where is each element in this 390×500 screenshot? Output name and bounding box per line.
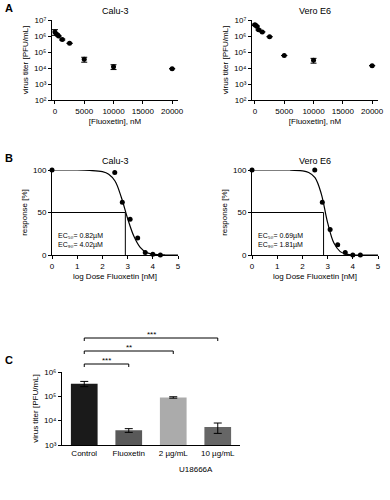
svg-text:0: 0 — [42, 251, 47, 260]
svg-text:Calu-3: Calu-3 — [102, 156, 129, 166]
svg-text:4: 4 — [151, 262, 156, 271]
svg-text:1: 1 — [75, 262, 80, 271]
svg-text:2: 2 — [300, 262, 305, 271]
svg-text:virus titer [PFU/mL]: virus titer [PFU/mL] — [31, 374, 40, 442]
svg-text:**: ** — [126, 343, 132, 352]
svg-text:50: 50 — [237, 208, 246, 217]
svg-text:100: 100 — [33, 166, 47, 175]
svg-text:10⁵: 10⁵ — [44, 392, 56, 401]
svg-text:A: A — [5, 2, 13, 14]
svg-text:20000: 20000 — [361, 107, 384, 116]
svg-text:virus titer [PFU/mL]: virus titer [PFU/mL] — [221, 26, 230, 94]
svg-text:Vero E6: Vero E6 — [299, 6, 331, 16]
svg-text:4: 4 — [351, 262, 356, 271]
svg-text:log Dose Fluoxetin [nM]: log Dose Fluoxetin [nM] — [73, 272, 157, 281]
svg-text:10⁵: 10⁵ — [234, 48, 246, 57]
svg-text:log Dose Fluoxetin [nM]: log Dose Fluoxetin [nM] — [273, 272, 357, 281]
svg-text:[Fluoxetin], nM: [Fluoxetin], nM — [89, 117, 142, 126]
svg-text:10⁶: 10⁶ — [34, 32, 46, 41]
svg-text:5000: 5000 — [275, 107, 293, 116]
svg-text:virus titer [PFU/mL]: virus titer [PFU/mL] — [21, 26, 30, 94]
svg-text:response [%]: response [%] — [20, 189, 29, 236]
svg-text:0: 0 — [53, 107, 58, 116]
svg-text:3: 3 — [325, 262, 330, 271]
svg-text:0: 0 — [242, 251, 247, 260]
svg-text:10000: 10000 — [102, 107, 125, 116]
svg-text:15000: 15000 — [132, 107, 155, 116]
svg-text:10000: 10000 — [302, 107, 325, 116]
svg-text:10⁴: 10⁴ — [34, 64, 47, 73]
svg-text:[Fluoxetin], nM: [Fluoxetin], nM — [289, 117, 342, 126]
svg-text:2 µg/mL: 2 µg/mL — [159, 449, 189, 458]
svg-text:10⁶: 10⁶ — [234, 32, 246, 41]
svg-text:50: 50 — [37, 208, 46, 217]
svg-text:response [%]: response [%] — [220, 189, 229, 236]
svg-text:***: *** — [147, 330, 156, 339]
svg-text:20000: 20000 — [161, 107, 184, 116]
svg-text:5: 5 — [176, 262, 181, 271]
svg-text:Vero E6: Vero E6 — [299, 156, 331, 166]
svg-text:10⁷: 10⁷ — [35, 16, 47, 25]
svg-text:Fluoxetin: Fluoxetin — [113, 449, 145, 458]
svg-text:10²: 10² — [235, 96, 247, 105]
svg-text:EC₉₀= 4.02µM: EC₉₀= 4.02µM — [58, 241, 103, 249]
svg-text:C: C — [5, 354, 13, 366]
svg-text:3: 3 — [125, 262, 130, 271]
svg-text:10⁴: 10⁴ — [234, 64, 247, 73]
svg-text:15000: 15000 — [332, 107, 355, 116]
svg-text:10²: 10² — [35, 96, 47, 105]
svg-text:B: B — [5, 152, 13, 164]
svg-text:Control: Control — [71, 449, 97, 458]
svg-text:EC₉₀= 1.81µM: EC₉₀= 1.81µM — [258, 241, 303, 249]
svg-text:0: 0 — [253, 107, 258, 116]
svg-text:100: 100 — [233, 166, 247, 175]
svg-text:10³: 10³ — [45, 441, 57, 450]
svg-text:5: 5 — [376, 262, 381, 271]
svg-text:2: 2 — [100, 262, 105, 271]
svg-text:10³: 10³ — [35, 80, 47, 89]
svg-text:5000: 5000 — [75, 107, 93, 116]
svg-text:10⁴: 10⁴ — [44, 416, 57, 425]
svg-text:Calu-3: Calu-3 — [102, 6, 129, 16]
svg-text:U18666A: U18666A — [179, 465, 213, 474]
svg-text:10³: 10³ — [235, 80, 247, 89]
svg-text:EC₅₀= 0.69µM: EC₅₀= 0.69µM — [258, 232, 303, 240]
svg-text:0: 0 — [250, 262, 255, 271]
svg-text:10 µg/mL: 10 µg/mL — [201, 449, 235, 458]
svg-text:10⁷: 10⁷ — [235, 16, 247, 25]
svg-text:1: 1 — [275, 262, 280, 271]
svg-text:***: *** — [102, 356, 111, 365]
svg-text:EC₅₀= 0.82µM: EC₅₀= 0.82µM — [58, 232, 103, 240]
svg-text:0: 0 — [50, 262, 55, 271]
svg-text:10⁶: 10⁶ — [44, 368, 56, 377]
svg-text:10⁵: 10⁵ — [34, 48, 46, 57]
